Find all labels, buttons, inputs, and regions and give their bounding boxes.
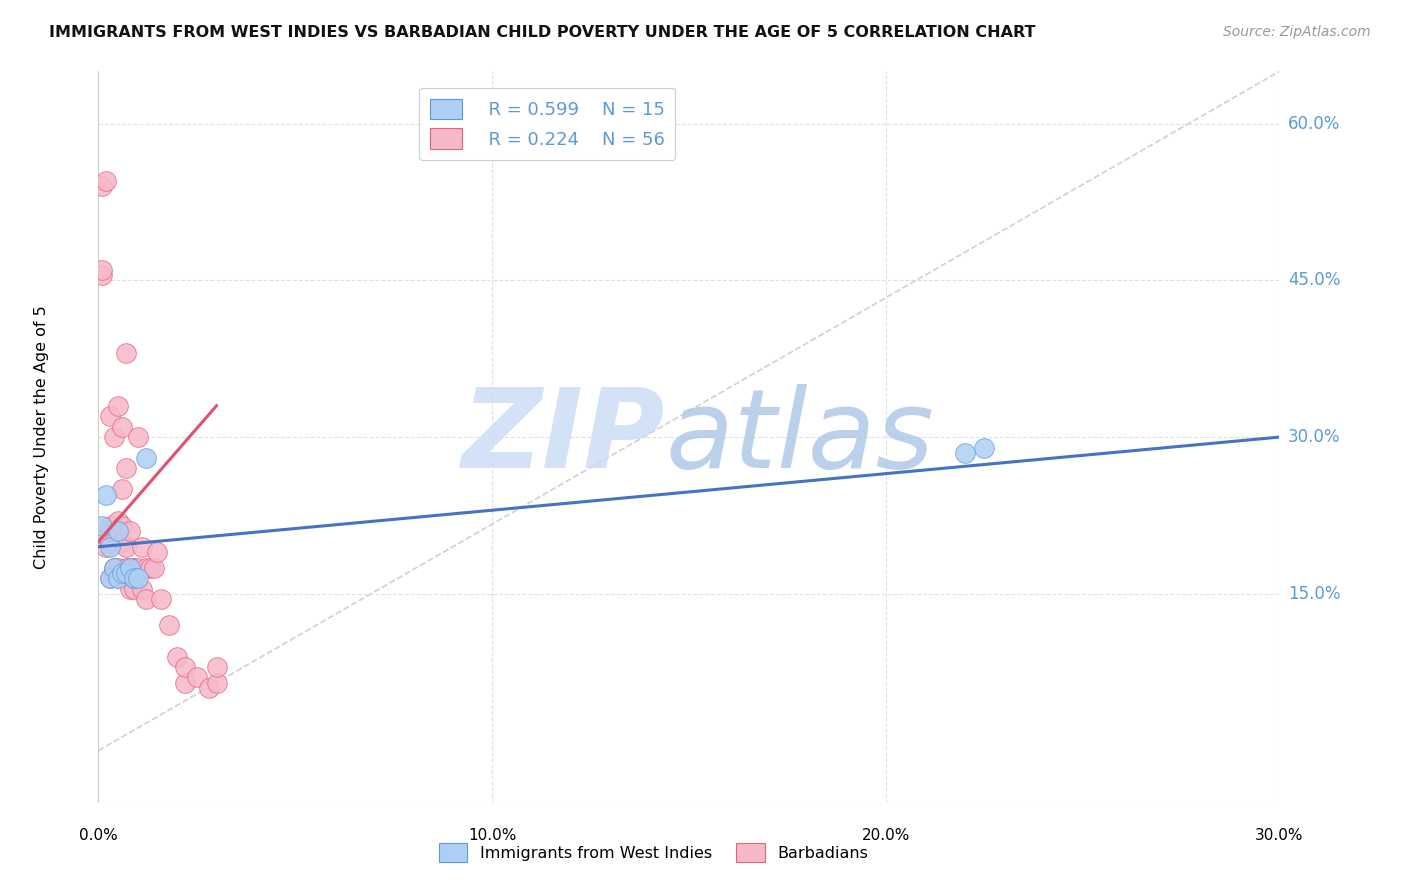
Point (98, 571, 121, 585)
Point (96, 540, 118, 554)
Point (103, 566, 125, 580)
Point (118, 560, 141, 574)
Point (118, 582, 141, 596)
Point (91, 263, 114, 277)
Text: 0.0%: 0.0% (79, 828, 118, 843)
Point (142, 560, 165, 574)
Point (127, 430, 149, 444)
Point (111, 419, 134, 434)
Text: 30.0%: 30.0% (1256, 828, 1303, 843)
Point (118, 524, 141, 538)
Text: atlas: atlas (665, 384, 934, 491)
Point (174, 660, 197, 674)
Point (107, 399, 129, 413)
Point (103, 524, 125, 538)
Point (118, 566, 141, 580)
Point (111, 534, 134, 549)
Text: IMMIGRANTS FROM WEST INDIES VS BARBADIAN CHILD POVERTY UNDER THE AGE OF 5 CORREL: IMMIGRANTS FROM WEST INDIES VS BARBADIAN… (49, 25, 1036, 40)
Text: Source: ZipAtlas.com: Source: ZipAtlas.com (1223, 25, 1371, 39)
Text: 15.0%: 15.0% (1288, 585, 1340, 603)
Point (111, 566, 134, 580)
Point (96, 174, 118, 188)
Point (127, 566, 149, 580)
Point (107, 514, 129, 528)
Point (157, 618, 180, 632)
Point (186, 670, 208, 684)
Point (107, 571, 129, 585)
Point (98, 524, 121, 538)
Text: 30.0%: 30.0% (1288, 428, 1340, 446)
Point (122, 571, 145, 585)
Text: ZIP: ZIP (461, 384, 665, 491)
Point (197, 681, 219, 695)
Point (174, 675, 197, 690)
Point (138, 560, 160, 574)
Point (122, 560, 145, 574)
Point (107, 524, 129, 538)
Point (135, 450, 157, 465)
Point (115, 346, 138, 360)
Point (127, 560, 149, 574)
Point (103, 560, 125, 574)
Point (115, 461, 138, 475)
Point (111, 483, 134, 497)
Point (131, 540, 153, 554)
Point (205, 660, 228, 674)
Point (122, 582, 145, 596)
Legend: Immigrants from West Indies, Barbadians: Immigrants from West Indies, Barbadians (432, 837, 875, 868)
Point (135, 560, 157, 574)
Point (127, 571, 149, 585)
Point (98, 534, 121, 549)
Point (111, 519, 134, 533)
Text: 60.0%: 60.0% (1288, 114, 1340, 133)
Point (118, 560, 141, 574)
Text: 10.0%: 10.0% (468, 828, 516, 843)
Point (150, 592, 173, 607)
Point (91, 519, 114, 533)
Point (146, 545, 169, 559)
Point (98, 540, 121, 554)
Point (111, 566, 134, 580)
Point (96, 529, 118, 543)
Point (115, 571, 138, 585)
Point (131, 582, 153, 596)
Point (135, 592, 157, 607)
Point (115, 560, 138, 574)
Text: 45.0%: 45.0% (1288, 271, 1340, 289)
Point (98, 519, 121, 533)
Point (953, 446, 976, 460)
Point (107, 571, 129, 585)
Point (91, 179, 114, 194)
Point (98, 409, 121, 424)
Point (205, 675, 228, 690)
Point (115, 540, 138, 554)
Point (103, 560, 125, 574)
Point (166, 649, 188, 664)
Point (115, 566, 138, 580)
Point (122, 571, 145, 585)
Text: Child Poverty Under the Age of 5: Child Poverty Under the Age of 5 (34, 305, 49, 569)
Point (91, 268, 114, 282)
Point (107, 560, 129, 574)
Point (103, 430, 125, 444)
Point (96, 487, 118, 501)
Point (98, 571, 121, 585)
Text: 20.0%: 20.0% (862, 828, 910, 843)
Point (115, 566, 138, 580)
Point (973, 441, 995, 455)
